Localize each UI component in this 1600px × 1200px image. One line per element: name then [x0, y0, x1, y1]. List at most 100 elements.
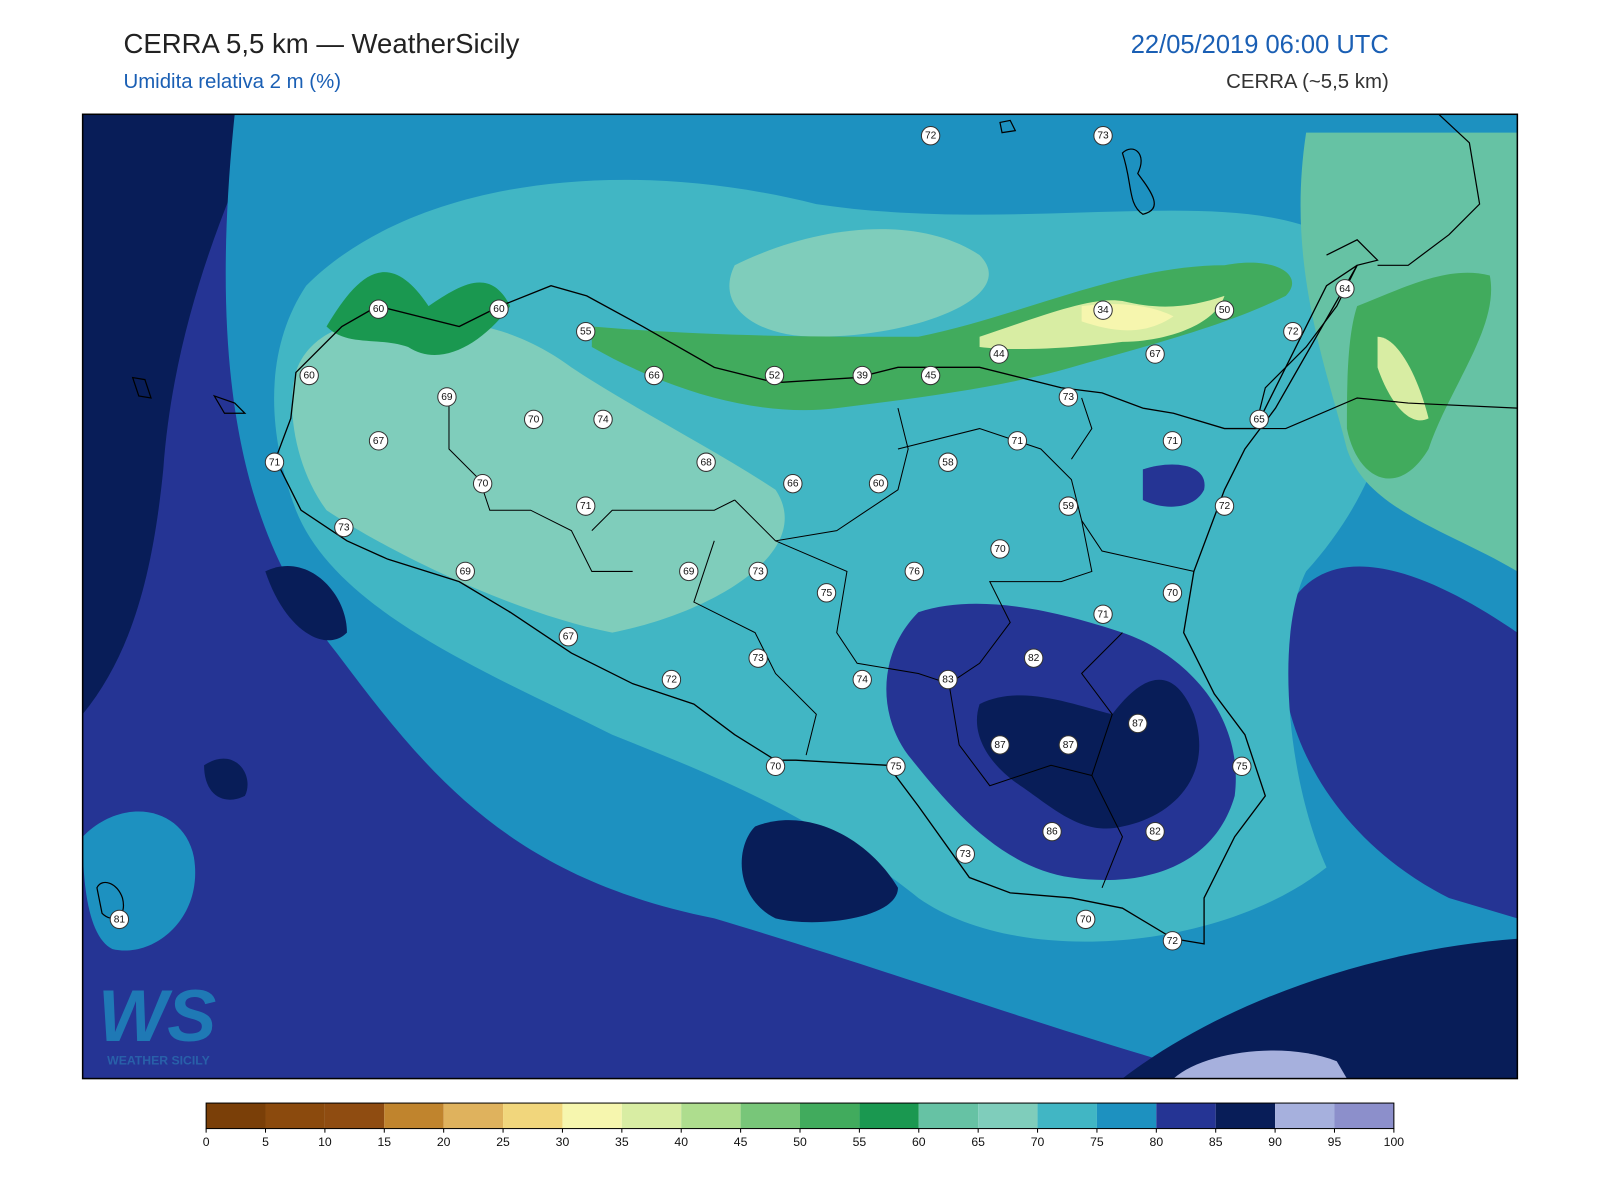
station-value: 83: [942, 675, 954, 686]
station: 71: [1007, 431, 1028, 451]
station-value: 52: [769, 371, 781, 382]
station-value: 71: [580, 501, 592, 512]
station-value: 65: [1254, 414, 1266, 425]
colorbar-tick-label: 35: [615, 1135, 629, 1149]
colorbar-swatch: [918, 1103, 979, 1129]
station-value: 73: [1063, 392, 1075, 403]
station-marker: [1162, 431, 1183, 451]
station-labels: 72 73 60 60 55 34 50 64 72 67 44 60 66 52 39 45 69 73 70 74…: [109, 126, 1355, 951]
station-value: 58: [942, 457, 954, 468]
station-value: 60: [873, 479, 885, 490]
station-value: 73: [1097, 131, 1109, 142]
station: 75: [886, 756, 906, 777]
station-value: 55: [580, 327, 592, 338]
station-value: 74: [597, 414, 609, 425]
map-frame: [81, 113, 1519, 1080]
station: 70: [523, 409, 544, 430]
station-marker: [783, 473, 803, 494]
subtitle: Umidita relativa 2 m (%): [123, 71, 341, 93]
station: 39: [852, 365, 872, 386]
station-marker: [1128, 713, 1148, 734]
station-value: 72: [1167, 936, 1179, 947]
station-marker: [1093, 126, 1113, 146]
colorbar-tick-label: 5: [262, 1135, 269, 1149]
station-value: 76: [909, 566, 921, 577]
station: 73: [1093, 126, 1113, 146]
station-value: 73: [752, 566, 764, 577]
humid-zone: [82, 114, 266, 715]
station: 75: [816, 583, 837, 603]
station: 70: [1162, 583, 1183, 603]
station-marker: [886, 756, 906, 777]
station-value: 71: [269, 457, 281, 468]
coastline: [1254, 239, 1518, 430]
station-marker: [593, 409, 613, 430]
station: 81: [109, 909, 130, 930]
station-marker: [1283, 321, 1303, 342]
station: 66: [644, 365, 664, 386]
station-value: 44: [993, 349, 1005, 360]
station: 45: [920, 365, 941, 386]
station-marker: [455, 561, 475, 582]
station: 67: [1145, 344, 1165, 364]
station-value: 75: [890, 761, 902, 772]
station-marker: [868, 473, 889, 494]
station: 86: [1042, 821, 1062, 842]
station-marker: [748, 561, 768, 582]
colorbar-swatch: [1275, 1103, 1335, 1129]
station-value: 82: [1149, 827, 1161, 838]
colorbar-tick-label: 100: [1384, 1135, 1405, 1149]
station-value: 72: [666, 675, 678, 686]
logo: WS WEATHER SICILY: [98, 974, 216, 1067]
station: 71: [264, 452, 285, 472]
station-value: 34: [1097, 305, 1109, 316]
colorbar-tick-label: 30: [556, 1135, 570, 1149]
colorbar-swatch: [1334, 1103, 1394, 1129]
station-marker: [334, 517, 354, 538]
station: 67: [558, 627, 579, 647]
colorbar-swatch: [800, 1103, 860, 1129]
station: 69: [455, 561, 475, 582]
station-marker: [1162, 931, 1183, 951]
logo-mark: WS: [98, 974, 216, 1057]
station-marker: [1214, 300, 1235, 320]
station: 72: [920, 126, 941, 146]
station: 55: [576, 321, 596, 342]
station-marker: [523, 409, 544, 430]
station-marker: [472, 473, 493, 494]
station: 69: [437, 387, 457, 407]
island: [1121, 148, 1155, 215]
station-marker: [765, 756, 786, 777]
station-marker: [1058, 387, 1079, 407]
colorbar-tick-label: 40: [674, 1135, 688, 1149]
colorbar-swatch: [1215, 1103, 1276, 1129]
green-zone: [1346, 272, 1492, 479]
station: 71: [1162, 431, 1183, 451]
station: 65: [1249, 409, 1269, 430]
station: 72: [661, 669, 682, 690]
station: 60: [299, 365, 319, 386]
station-marker: [1023, 648, 1044, 668]
station-marker: [748, 648, 768, 668]
station: 87: [1058, 735, 1079, 755]
humid-zone: [204, 758, 248, 800]
colorbar-tick-label: 0: [203, 1135, 210, 1149]
colorbar-swatch: [443, 1103, 504, 1129]
logo-text: WEATHER SICILY: [107, 1053, 210, 1067]
colorbar-tick-label: 45: [734, 1135, 748, 1149]
station: 83: [938, 669, 958, 690]
station-marker: [1093, 604, 1113, 624]
colorbar-tick-label: 20: [437, 1135, 451, 1149]
station: 58: [938, 452, 958, 472]
humid-zone: [1142, 464, 1205, 507]
station-marker: [264, 452, 285, 472]
station-value: 73: [338, 523, 350, 534]
coastline: [1377, 114, 1481, 266]
dry-zone: [729, 229, 989, 337]
colorbar-tick-label: 60: [912, 1135, 926, 1149]
colorbar-tick-label: 65: [971, 1135, 985, 1149]
colorbar-swatch: [265, 1103, 325, 1129]
colorbar-swatch: [1156, 1103, 1216, 1129]
station-marker: [1058, 735, 1079, 755]
